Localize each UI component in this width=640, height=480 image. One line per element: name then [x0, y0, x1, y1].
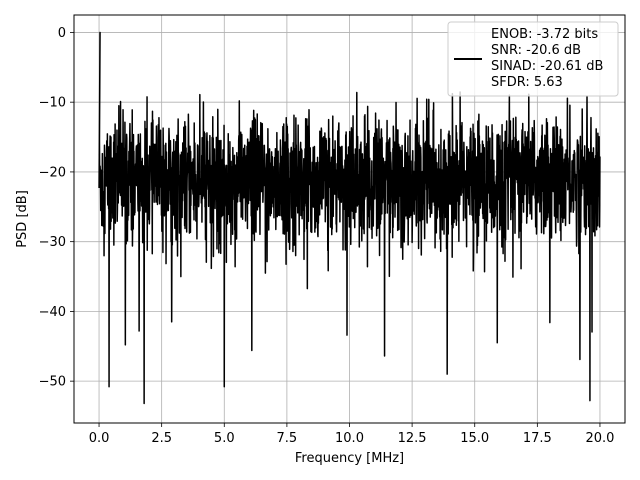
y-tick-label: −10: [39, 96, 66, 111]
x-tick-label: 5.0: [214, 431, 235, 446]
y-axis-label: PSD [dB]: [15, 190, 30, 248]
x-tick-label: 10.0: [335, 431, 364, 446]
series-layer: [98, 31, 601, 405]
x-tick-label: 20.0: [585, 431, 614, 446]
y-tick-label: 0: [58, 26, 66, 41]
legend: ENOB: -3.72 bits SNR: -20.6 dB SINAD: -2…: [447, 21, 619, 97]
x-tick-label: 17.5: [523, 431, 552, 446]
x-axis-label: Frequency [MHz]: [295, 451, 404, 466]
psd-series-line: [98, 31, 601, 405]
ticks: 0.0 2.5 5.0 7.5 10.0 12.5 15.0 17.5 20.0 0 −10 −20 −…: [39, 26, 615, 446]
y-tick-label: −50: [39, 375, 66, 390]
x-tick-label: 0.0: [89, 431, 110, 446]
x-tick-label: 7.5: [277, 431, 298, 446]
x-tick-label: 15.0: [460, 431, 489, 446]
x-tick-label: 2.5: [151, 431, 172, 446]
legend-entry-enob: ENOB: -3.72 bits: [491, 27, 598, 42]
y-tick-label: −30: [39, 235, 66, 250]
legend-entry-sinad: SINAD: -20.61 dB: [491, 59, 603, 74]
legend-box: [447, 21, 619, 97]
plot-area: [98, 31, 601, 405]
y-tick-label: −40: [39, 305, 66, 320]
y-tick-label: −20: [39, 165, 66, 180]
legend-entry-sfdr: SFDR: 5.63: [491, 75, 563, 90]
legend-entry-snr: SNR: -20.6 dB: [491, 43, 581, 58]
x-tick-label: 12.5: [398, 431, 427, 446]
